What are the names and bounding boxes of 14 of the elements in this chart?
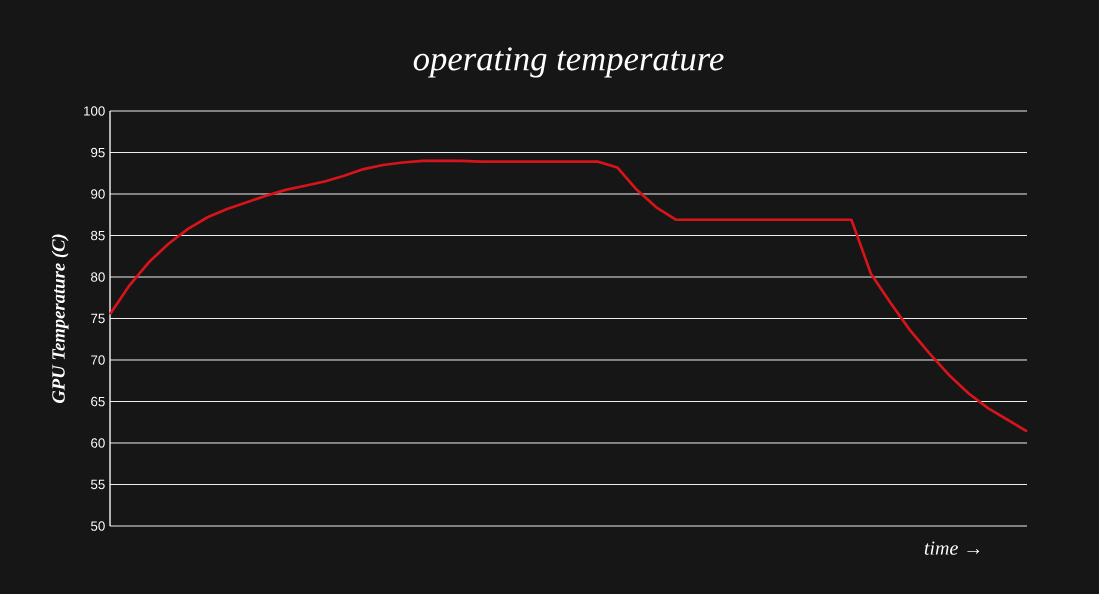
chart-title: operating temperature — [413, 47, 724, 78]
y-tick-label: 80 — [91, 272, 105, 282]
y-tick-label: 50 — [91, 521, 105, 531]
y-tick-label: 85 — [91, 230, 105, 241]
y-tick-label: 95 — [91, 147, 105, 158]
y-tick-label: 60 — [91, 438, 105, 448]
y-tick-label: 70 — [91, 355, 105, 365]
y-tick-label: 55 — [91, 479, 105, 490]
y-axis-title: GPU Temperature (C) — [51, 234, 69, 404]
y-tick-label: 90 — [91, 189, 105, 199]
y-tick-label: 75 — [91, 313, 105, 324]
y-tick-label: 65 — [91, 396, 105, 407]
y-tick-label: 100 — [84, 106, 105, 116]
x-axis-title: time → — [924, 541, 980, 555]
